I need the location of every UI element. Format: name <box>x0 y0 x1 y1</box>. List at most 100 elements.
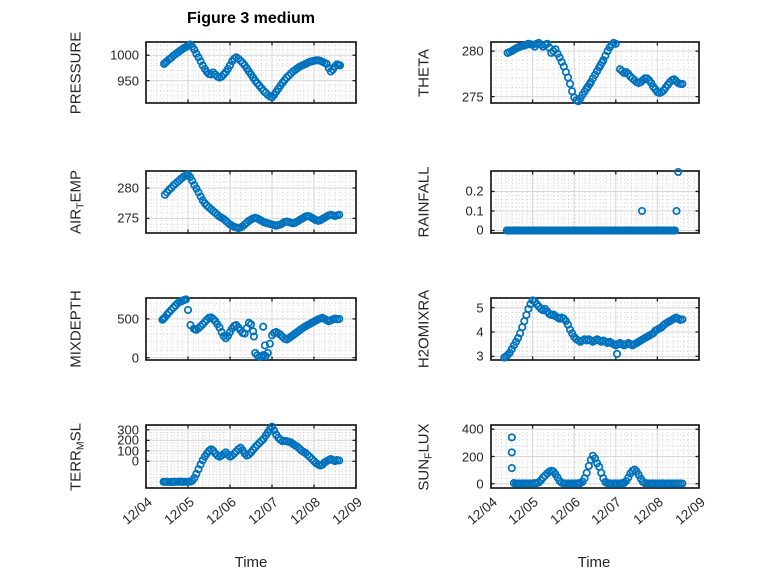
air-temp-ytick-280: 280 <box>117 180 139 196</box>
rainfall-ytick-0: 0 <box>476 222 484 238</box>
pressure-y-axis-label: PRESSURE <box>68 31 85 114</box>
theta-ytick-280: 280 <box>461 43 484 59</box>
scatter-markers <box>503 38 687 106</box>
marker <box>677 315 687 324</box>
marker <box>305 452 314 461</box>
marker <box>194 53 203 62</box>
pressure-ytick-950: 950 <box>117 73 139 89</box>
marker <box>623 473 632 482</box>
scatter-markers <box>499 296 687 362</box>
marker <box>255 438 264 448</box>
marker <box>670 226 679 235</box>
mixdepth-ytick-500: 500 <box>117 311 139 327</box>
plot-area-terr-msl <box>145 422 357 489</box>
axes-frame <box>145 297 357 361</box>
marker <box>244 450 253 459</box>
marker <box>196 460 205 469</box>
marker <box>190 474 199 483</box>
scatter-markers <box>160 40 345 102</box>
marker <box>335 61 345 70</box>
scatter-markers <box>159 422 344 486</box>
rainfall-ytick-0.2: 0.2 <box>465 183 484 199</box>
terr-msl-ytick-0: 0 <box>131 453 139 469</box>
marker <box>565 79 574 88</box>
axes-frame <box>489 297 700 361</box>
marker <box>257 436 266 445</box>
major-grid <box>490 425 699 488</box>
marker <box>221 448 230 457</box>
air-temp-ytick-275: 275 <box>117 210 139 226</box>
scatter-markers <box>158 295 344 361</box>
plot-area-sun-flux <box>489 424 700 489</box>
marker <box>534 478 543 487</box>
mixdepth-ytick-0: 0 <box>131 350 139 366</box>
marker <box>249 327 258 336</box>
marker <box>538 473 547 482</box>
marker <box>217 328 226 337</box>
marker <box>228 451 237 460</box>
marker <box>190 45 199 54</box>
marker <box>322 59 331 68</box>
marker <box>188 176 197 185</box>
x-axis-label-left: Time <box>234 554 268 571</box>
marker <box>307 454 316 464</box>
minor-grid <box>490 171 699 233</box>
marker <box>260 341 269 350</box>
marker <box>612 349 621 358</box>
scatter-markers <box>502 167 682 235</box>
pressure-ytick-1000: 1000 <box>110 47 139 63</box>
plot-area-pressure <box>145 40 357 104</box>
marker <box>186 40 195 49</box>
marker <box>677 79 687 88</box>
plot-area-air-temp <box>145 170 357 234</box>
marker <box>284 71 293 80</box>
marker <box>335 314 344 323</box>
marker <box>236 56 245 65</box>
marker <box>677 479 687 488</box>
marker <box>246 320 256 329</box>
marker <box>181 295 190 304</box>
marker <box>259 322 268 331</box>
sun-flux-ytick-0: 0 <box>476 476 484 492</box>
x-axis-label-right: Time <box>577 554 611 571</box>
marker <box>619 478 628 488</box>
marker <box>265 339 274 348</box>
marker <box>507 464 516 473</box>
marker <box>263 348 272 358</box>
rainfall-ytick-0.1: 0.1 <box>465 203 484 219</box>
plot-area-h2omixra <box>489 296 700 362</box>
marker <box>217 72 226 81</box>
h2omixra-ytick-4: 4 <box>476 324 484 340</box>
sun-flux-ytick-200: 200 <box>461 449 484 464</box>
marker <box>251 443 260 452</box>
marker <box>225 61 235 70</box>
marker <box>630 465 639 474</box>
axes-frame <box>145 41 357 104</box>
marker <box>234 54 243 63</box>
marker <box>259 86 268 95</box>
marker <box>253 441 262 450</box>
marker <box>196 57 205 66</box>
plot-area-theta <box>489 38 700 106</box>
minor-grid <box>146 171 356 233</box>
figure-title: Figure 3 medium <box>186 10 316 27</box>
marker <box>326 67 335 76</box>
marker <box>194 188 203 197</box>
h2omixra-ytick-5: 5 <box>476 300 484 316</box>
terr-msl-ytick-200: 200 <box>117 432 139 448</box>
marker <box>657 88 666 97</box>
marker <box>672 206 681 216</box>
marker <box>186 321 195 330</box>
marker <box>637 206 646 216</box>
terr-msl-ytick-100: 100 <box>117 443 139 459</box>
ylabel-subscript: T <box>74 202 87 209</box>
scatter-markers <box>507 433 687 488</box>
marker <box>335 456 344 465</box>
marker <box>582 468 591 477</box>
ylabel-text: PRESSURE <box>67 31 85 114</box>
marker <box>507 433 516 442</box>
marker <box>586 455 595 464</box>
terr-msl-ytick-300: 300 <box>117 422 139 438</box>
marker <box>335 210 344 219</box>
